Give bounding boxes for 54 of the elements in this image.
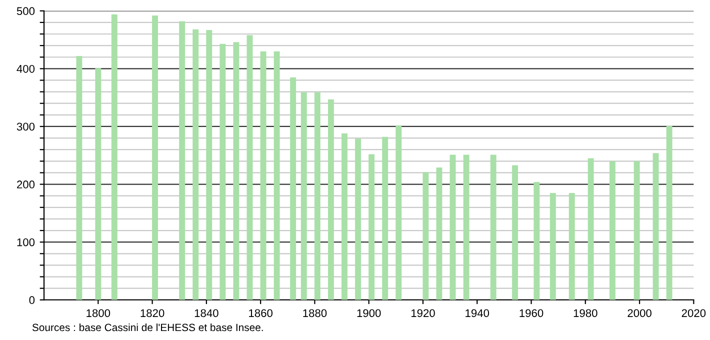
x-tick-label: 1920 bbox=[411, 309, 435, 318]
x-tick-label: 1980 bbox=[574, 309, 598, 318]
bar bbox=[192, 29, 199, 300]
y-tick-label: 500 bbox=[16, 7, 35, 16]
bar bbox=[260, 51, 266, 300]
bar bbox=[111, 14, 118, 300]
x-tick-label: 2020 bbox=[682, 309, 706, 318]
bar bbox=[274, 51, 280, 300]
bar bbox=[300, 92, 307, 300]
bar bbox=[290, 77, 296, 300]
y-tick-label: 100 bbox=[17, 238, 35, 246]
bar bbox=[512, 165, 518, 300]
bar bbox=[568, 192, 575, 300]
bar bbox=[342, 133, 348, 300]
bar bbox=[450, 154, 456, 300]
bar bbox=[76, 56, 82, 300]
bar bbox=[368, 154, 375, 300]
bar bbox=[396, 125, 402, 300]
bar bbox=[609, 161, 616, 300]
bar bbox=[550, 192, 556, 300]
bar bbox=[95, 68, 102, 300]
source-note: Sources : base Cassini de l'EHESS et base Insee. bbox=[32, 323, 263, 332]
bar bbox=[490, 154, 496, 300]
bar bbox=[152, 16, 158, 300]
y-tick-label: 200 bbox=[17, 180, 35, 188]
bar bbox=[179, 21, 186, 300]
bar bbox=[233, 42, 240, 300]
y-tick-label: 0 bbox=[29, 296, 35, 304]
x-tick-label: 1800 bbox=[86, 309, 110, 318]
x-tick-label: 1900 bbox=[357, 309, 381, 318]
bar bbox=[534, 182, 540, 300]
x-tick-label: 1940 bbox=[466, 309, 490, 318]
y-tick-label: 400 bbox=[16, 64, 35, 73]
bar bbox=[436, 168, 442, 300]
bar bbox=[588, 158, 594, 300]
bar bbox=[206, 30, 212, 300]
bar bbox=[634, 161, 640, 300]
bar bbox=[382, 136, 388, 300]
x-tick-label: 1820 bbox=[140, 309, 164, 318]
x-tick-label: 1960 bbox=[520, 309, 544, 318]
bar bbox=[328, 99, 334, 300]
x-tick-label: 2000 bbox=[628, 309, 652, 318]
bar bbox=[220, 44, 226, 300]
y-tick-label: 300 bbox=[16, 122, 35, 131]
x-tick-label: 1880 bbox=[303, 309, 327, 318]
bar bbox=[652, 153, 659, 300]
x-tick-label: 1840 bbox=[194, 309, 218, 318]
bar bbox=[666, 126, 672, 300]
bar bbox=[314, 92, 320, 300]
bar bbox=[246, 35, 253, 300]
x-tick-label: 1860 bbox=[249, 309, 272, 318]
bar bbox=[463, 154, 470, 300]
bar bbox=[422, 172, 429, 300]
bar bbox=[355, 138, 361, 300]
